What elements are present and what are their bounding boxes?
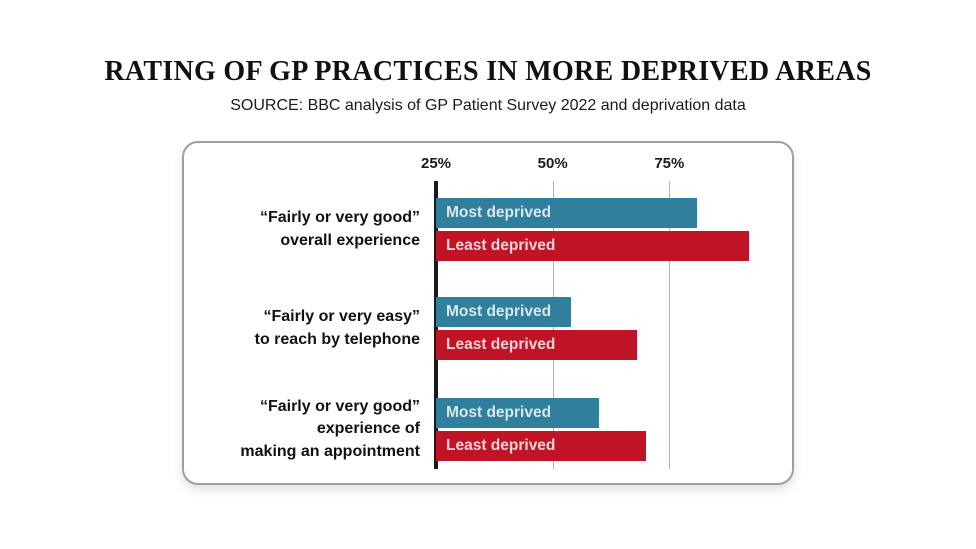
bar-series-label: Least deprived [446, 237, 556, 254]
bar-most-deprived: Most deprived [436, 198, 698, 228]
category-bars: Most deprived Least deprived [436, 198, 786, 261]
chart-card: 25% 50% 75% “Fairly or very good” overall … [182, 141, 794, 485]
bar-series-label: Most deprived [446, 404, 552, 422]
axis-tick-25: 25% [420, 155, 452, 172]
bar-groups: “Fairly or very good” overall experience… [184, 198, 792, 463]
bar-least-deprived: Least deprived [436, 431, 646, 462]
category-label: “Fairly or very good” overall experience [259, 209, 420, 249]
bar-series-label: Most deprived [446, 204, 552, 221]
bar-group: “Fairly or very good” experience of maki… [184, 396, 792, 463]
chart-source: SOURCE: BBC analysis of GP Patient Surve… [230, 97, 746, 114]
bar-least-deprived: Least deprived [436, 231, 749, 261]
bar-group: “Fairly or very good” overall experience… [184, 198, 792, 261]
axis-tick-75: 75% [654, 155, 685, 172]
gridline-75 [669, 181, 671, 469]
bar-series-label: Most deprived [446, 303, 552, 320]
bar-series-label: Least deprived [446, 437, 556, 455]
category-bars: Most deprived Least deprived [436, 297, 786, 360]
axis-tick-50: 50% [537, 155, 568, 172]
category-label: “Fairly or very good” experience of maki… [240, 398, 420, 460]
axis-tick-labels: 25% 50% 75% [421, 155, 786, 177]
category-label: “Fairly or very easy” to reach by teleph… [254, 308, 420, 348]
category-bars: Most deprived Least deprived [436, 398, 786, 462]
bar-least-deprived: Least deprived [436, 330, 637, 360]
chart-title: RATING OF GP PRACTICES IN MORE DEPRIVED … [104, 56, 872, 87]
bar-series-label: Least deprived [446, 336, 556, 353]
bar-most-deprived: Most deprived [436, 398, 600, 429]
bar-most-deprived: Most deprived [436, 297, 572, 327]
bar-group: “Fairly or very easy” to reach by teleph… [184, 297, 792, 360]
